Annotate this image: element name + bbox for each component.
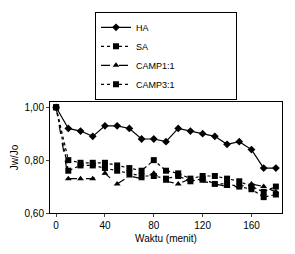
svg-text:160: 160: [243, 220, 260, 231]
svg-text:Jw/Jo: Jw/Jo: [9, 144, 20, 170]
svg-text:CAMP3:1: CAMP3:1: [136, 80, 175, 90]
svg-text:80: 80: [148, 220, 160, 231]
svg-text:1,00: 1,00: [25, 102, 45, 113]
svg-text:0: 0: [53, 220, 59, 231]
svg-text:Waktu (menit): Waktu (menit): [135, 233, 197, 244]
svg-text:CAMP1:1: CAMP1:1: [136, 61, 175, 71]
svg-text:HA: HA: [136, 23, 149, 33]
svg-text:120: 120: [194, 220, 211, 231]
svg-text:SA: SA: [136, 42, 148, 52]
svg-text:0,80: 0,80: [25, 155, 45, 166]
svg-text:40: 40: [99, 220, 111, 231]
svg-text:0,60: 0,60: [25, 208, 45, 219]
